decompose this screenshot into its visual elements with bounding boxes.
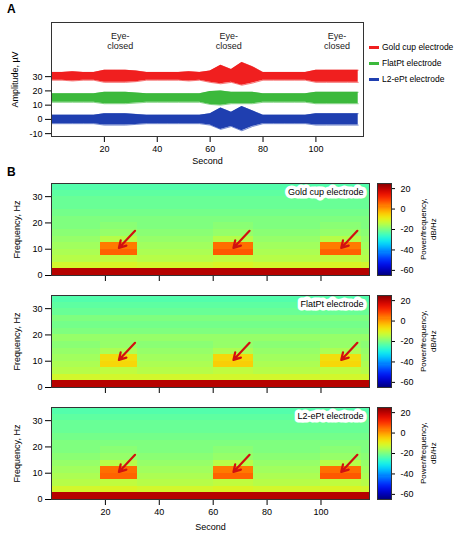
svg-text:L2-ePt electrode: L2-ePt electrode	[297, 411, 363, 421]
html-text:B: B	[7, 165, 16, 179]
html-text:Power/frequency, dB/Hz: Power/frequency, dB/Hz	[419, 198, 438, 260]
svg-text:-40: -40	[401, 245, 414, 255]
svg-text:0: 0	[37, 270, 42, 280]
svg-text:Frequency, Hz: Frequency, Hz	[12, 312, 22, 370]
svg-text:20: 20	[401, 407, 411, 417]
svg-text:-10: -10	[29, 129, 42, 139]
svg-text:0: 0	[37, 114, 42, 124]
html-text:FlatPt electrode: FlatPt electrode	[382, 58, 442, 68]
svg-text:60: 60	[208, 507, 218, 517]
svg-text:20: 20	[100, 507, 110, 517]
html-text:A: A	[7, 2, 16, 16]
html-text:Power/frequency, dB/Hz: Power/frequency, dB/Hz	[419, 422, 438, 484]
svg-text:40: 40	[154, 507, 164, 517]
svg-text:0: 0	[401, 428, 406, 438]
svg-text:20: 20	[32, 442, 42, 452]
svg-text:10: 10	[32, 100, 42, 110]
svg-text:Eye-closed: Eye-closed	[107, 31, 133, 51]
svg-text:20: 20	[401, 183, 411, 193]
svg-text:Amplitude, µV: Amplitude, µV	[10, 51, 20, 107]
html-text:Power/frequency, dB/Hz: Power/frequency, dB/Hz	[419, 310, 438, 372]
svg-text:80: 80	[262, 507, 272, 517]
svg-text:-20: -20	[401, 224, 414, 234]
svg-text:30: 30	[32, 416, 42, 426]
svg-text:-20: -20	[401, 336, 414, 346]
svg-text:0: 0	[401, 204, 406, 214]
svg-text:40: 40	[152, 144, 162, 154]
svg-text:Second: Second	[192, 156, 223, 166]
svg-text:30: 30	[32, 192, 42, 202]
svg-text:FlatPt electrode: FlatPt electrode	[300, 299, 363, 309]
svg-text:30: 30	[32, 72, 42, 82]
svg-text:Gold cup electrode: Gold cup electrode	[288, 187, 364, 197]
svg-text:-20: -20	[401, 448, 414, 458]
svg-text:-60: -60	[401, 489, 414, 499]
svg-text:0: 0	[401, 316, 406, 326]
svg-text:0: 0	[37, 382, 42, 392]
svg-text:30: 30	[32, 304, 42, 314]
svg-text:100: 100	[308, 144, 323, 154]
svg-text:10: 10	[32, 468, 42, 478]
svg-text:Eye-closed: Eye-closed	[324, 31, 350, 51]
svg-text:Eye-closed: Eye-closed	[216, 31, 242, 51]
svg-text:Frequency, Hz: Frequency, Hz	[12, 424, 22, 482]
svg-text:Second: Second	[195, 522, 226, 532]
svg-text:-40: -40	[401, 469, 414, 479]
svg-text:Frequency, Hz: Frequency, Hz	[12, 200, 22, 258]
svg-text:10: 10	[32, 244, 42, 254]
svg-text:20: 20	[32, 218, 42, 228]
svg-text:60: 60	[205, 144, 215, 154]
html-text:Gold cup electrode: Gold cup electrode	[382, 42, 454, 52]
svg-text:80: 80	[258, 144, 268, 154]
svg-text:-60: -60	[401, 377, 414, 387]
svg-text:20: 20	[99, 144, 109, 154]
html-text:L2-ePt electrode: L2-ePt electrode	[382, 74, 445, 84]
svg-text:100: 100	[313, 507, 328, 517]
svg-text:-60: -60	[401, 265, 414, 275]
svg-text:20: 20	[401, 295, 411, 305]
svg-text:10: 10	[32, 356, 42, 366]
svg-text:20: 20	[32, 330, 42, 340]
svg-text:-40: -40	[401, 357, 414, 367]
svg-text:20: 20	[32, 86, 42, 96]
svg-text:0: 0	[37, 494, 42, 504]
